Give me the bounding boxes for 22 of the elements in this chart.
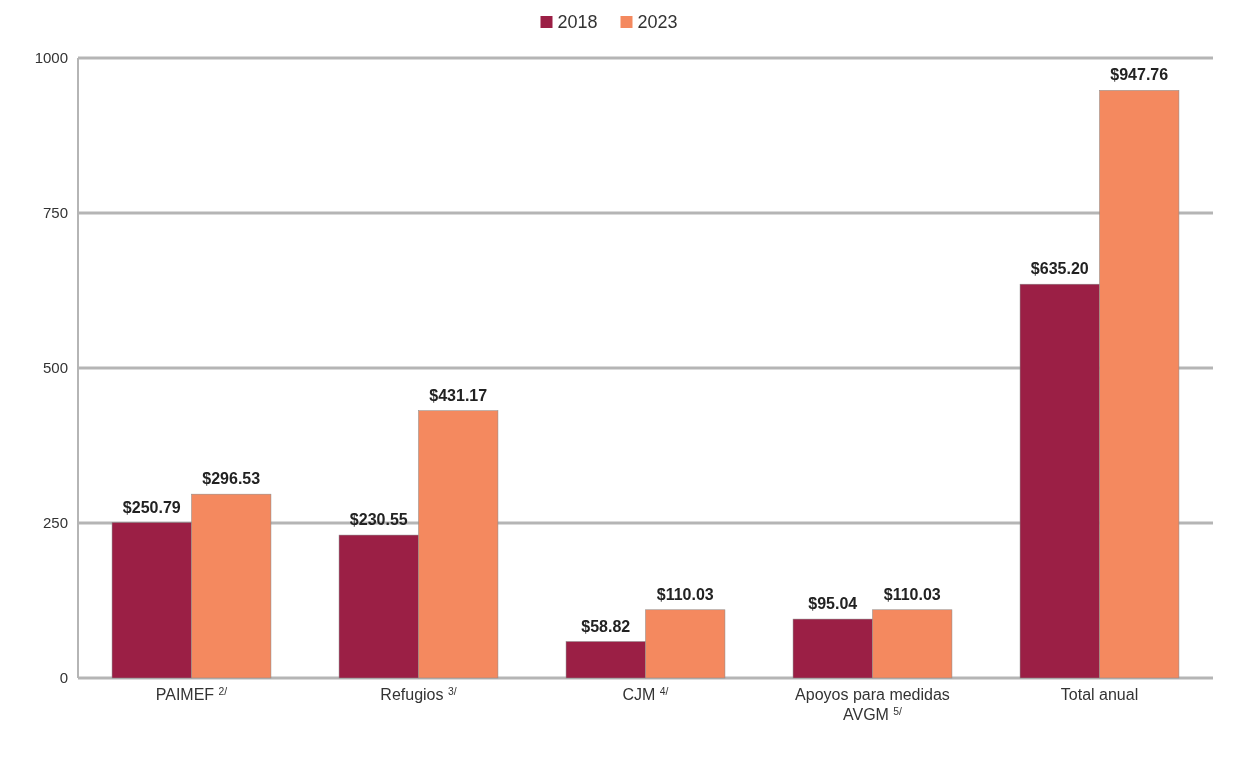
x-tick-label: Refugios $^{3/}$: [380, 685, 457, 703]
y-tick-label: 500: [42, 359, 68, 377]
data-label: $58.82: [581, 617, 631, 635]
y-tick-label: 1000: [34, 49, 68, 67]
data-label: $296.53: [202, 470, 261, 488]
y-tick-label: 750: [42, 204, 68, 222]
legend-label: 2023: [637, 12, 678, 32]
data-label: $110.03: [883, 585, 941, 603]
x-tick-label: Total anual: [1060, 686, 1139, 703]
data-label: $431.17: [429, 386, 488, 404]
legend-label: 2018: [557, 12, 598, 32]
data-label: $230.55: [349, 511, 408, 529]
data-label: $95.04: [808, 595, 858, 613]
data-label: $947.76: [1110, 66, 1169, 84]
x-tick-label: Apoyos para medidas AVGM $^{5/}$: [795, 686, 950, 723]
x-tick-label: PAIMEF $^{2/}$: [155, 685, 228, 703]
data-label: $250.79: [122, 498, 181, 516]
data-label: $110.03: [656, 585, 714, 603]
y-tick-label: 0: [59, 669, 68, 687]
y-tick-label: 250: [42, 514, 68, 532]
data-label: $635.20: [1030, 260, 1089, 278]
x-tick-label: CJM $^{4/}$: [622, 685, 669, 703]
